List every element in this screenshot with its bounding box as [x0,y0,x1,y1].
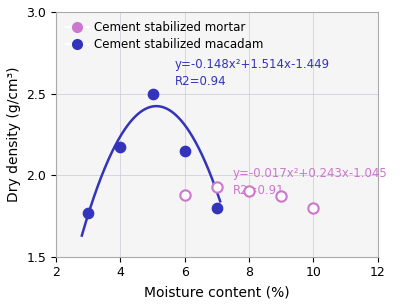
Point [278,194,284,199]
Point [214,205,220,210]
Point [150,91,156,96]
Point [310,205,317,210]
Point [85,210,92,215]
Legend: Cement stabilized mortar, Cement stabilized macadam: Cement stabilized mortar, Cement stabili… [62,18,267,54]
Point [214,184,220,189]
Point [182,192,188,197]
Text: y=-0.017x²+0.243x-1.045
R2=0.91: y=-0.017x²+0.243x-1.045 R2=0.91 [233,167,388,197]
Y-axis label: Dry density (g/cm³): Dry density (g/cm³) [7,67,21,202]
Point [246,189,252,194]
Text: y=-0.148x²+1.514x-1.449
R2=0.94: y=-0.148x²+1.514x-1.449 R2=0.94 [175,58,330,88]
Point [117,145,124,150]
Point [182,148,188,153]
X-axis label: Moisture content (%): Moisture content (%) [144,285,290,299]
